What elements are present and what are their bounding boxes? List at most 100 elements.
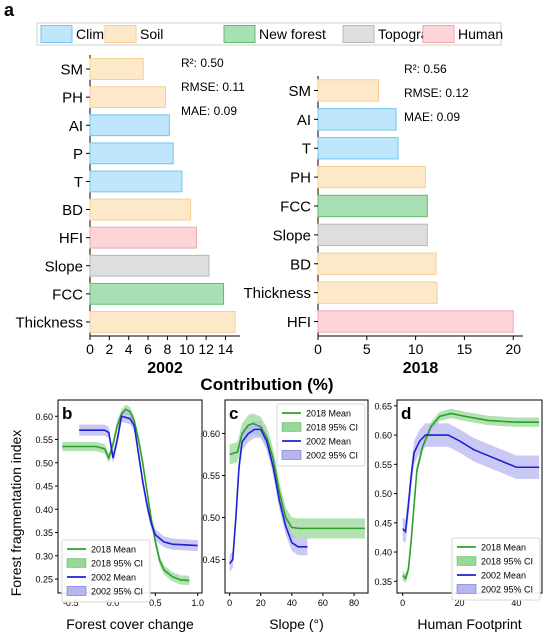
x-tick-label-0: 0 <box>314 341 322 357</box>
y-tick-label-t: T <box>302 141 311 158</box>
series-line-2018-mean <box>62 408 190 582</box>
y-tick-label-0-3: 0.30 <box>35 551 53 561</box>
x-tick-label-15: 15 <box>457 341 473 357</box>
x-axis-label: Human Footprint <box>417 616 521 632</box>
series-line-2002-mean <box>229 428 308 565</box>
legend-label-2018-mean: 2018 Mean <box>306 409 351 419</box>
legend-label-2018-95-ci: 2018 95% CI <box>91 559 143 569</box>
y-tick-label-0-4: 0.40 <box>35 505 53 515</box>
bar-slope <box>89 254 210 277</box>
y-tick-label-slope: Slope <box>273 227 311 244</box>
y-tick-label-ai: AI <box>69 118 83 135</box>
y-tick-label-thickness: Thickness <box>15 314 83 331</box>
series-line-2018-mean <box>229 422 365 530</box>
legend-swatch-2002-95-ci <box>281 450 302 460</box>
metric-0: R²: 0.56 <box>404 62 447 76</box>
legend-label-2018-95-ci: 2018 95% CI <box>306 423 358 433</box>
y-tick-label-0-6: 0.60 <box>35 412 53 422</box>
forest-fragmentation-axis-label: Forest fragmentation index <box>8 430 24 597</box>
x-tick-label-20: 20 <box>505 341 521 357</box>
bar-hfi <box>89 226 197 249</box>
y-tick-label-0-5: 0.50 <box>202 513 220 523</box>
x-tick-label-10: 10 <box>408 341 424 357</box>
legend-label-2002-95-ci: 2002 95% CI <box>91 587 143 597</box>
bar-thickness <box>317 281 438 304</box>
bar-bd <box>89 198 192 221</box>
y-tick-label-p: P <box>73 146 83 163</box>
y-tick-label-0-5: 0.50 <box>35 458 53 468</box>
x-tick-label-20: 20 <box>455 598 465 608</box>
x-tick-label-2: 2 <box>105 341 113 357</box>
bar-fcc <box>317 194 428 218</box>
legend-swatch-2002-95-ci <box>456 584 477 594</box>
y-tick-label-0-55: 0.55 <box>202 471 220 481</box>
bar-ph <box>89 86 166 109</box>
bar-bd <box>317 252 437 275</box>
series-legend: 2018 Mean 2018 95% CI 2002 Mean 2002 95% CI <box>451 537 541 601</box>
x-tick-label-12: 12 <box>198 341 214 357</box>
legend-swatch-climate <box>40 25 73 43</box>
y-tick-label-bd: BD <box>290 256 311 273</box>
bar-ai <box>317 108 397 131</box>
y-tick-label-fcc: FCC <box>280 199 311 216</box>
panel-a-label: a <box>4 0 15 20</box>
x-tick-label-8: 8 <box>164 341 172 357</box>
legend-label-human: Human <box>458 26 503 42</box>
y-tick-label-0-35: 0.35 <box>374 577 392 587</box>
legend-label-2018-95-ci: 2018 95% CI <box>481 557 533 567</box>
series-line-2002-mean <box>402 434 540 534</box>
x-tick-label-6: 6 <box>144 341 152 357</box>
y-tick-label-0-35: 0.35 <box>35 528 53 538</box>
series-line-2018-mean <box>402 412 540 580</box>
x-tick-label-1: 1.0 <box>192 598 205 608</box>
y-tick-label-ph: PH <box>290 170 311 187</box>
bar-sm <box>89 58 144 80</box>
ci-band-2018-mean <box>402 408 540 584</box>
y-tick-label-0-45: 0.45 <box>202 555 220 565</box>
legend-label-2002-95-ci: 2002 95% CI <box>481 585 533 595</box>
metric-0: R²: 0.50 <box>181 56 224 70</box>
x-tick-label-20: 20 <box>256 598 266 608</box>
x-tick-label-4: 4 <box>125 341 133 357</box>
bar-hfi <box>317 310 514 333</box>
bar-ai <box>89 114 170 137</box>
bar-sm <box>317 79 380 102</box>
y-tick-label-0-65: 0.65 <box>374 401 392 411</box>
y-tick-label-slope: Slope <box>45 258 83 275</box>
x-tick-label-0: 0 <box>400 598 405 608</box>
x-tick-label-60: 60 <box>318 598 328 608</box>
ci-band-2018-mean <box>229 413 365 539</box>
legend-label-2018-mean: 2018 Mean <box>91 545 136 555</box>
legend-swatch-topography <box>342 25 375 43</box>
line-chart-forest-cover: -0.5 0.0 0.5 1.0 0.25 0.30 0.35 0.40 0.45 0.50 0.5… <box>35 399 205 632</box>
y-tick-label-t: T <box>74 174 83 191</box>
bar-thickness <box>89 311 236 333</box>
y-tick-label-0-5: 0.50 <box>374 489 392 499</box>
legend-swatch-2018-95-ci <box>281 422 302 432</box>
metric-1: RMSE: 0.11 <box>181 80 245 94</box>
y-tick-label-0-45: 0.45 <box>374 518 392 528</box>
y-tick-label-hfi: HFI <box>59 230 83 247</box>
bar-p <box>89 142 174 165</box>
bar-t <box>317 137 399 160</box>
y-tick-label-sm: SM <box>289 83 312 100</box>
line-chart-slope: 0 20 40 60 80 0.45 0.50 0.55 0.60 c Slope (°) 2018 … <box>202 399 369 632</box>
x-tick-label-0-5: 0.5 <box>149 598 162 608</box>
legend-label-2018-mean: 2018 Mean <box>481 543 526 553</box>
panel-label-c: c <box>229 404 238 423</box>
y-tick-label-0-55: 0.55 <box>35 435 53 445</box>
panel-label-d: d <box>401 404 411 423</box>
x-tick-label-40: 40 <box>511 598 521 608</box>
bar-slope <box>317 223 428 247</box>
metric-2: MAE: 0.09 <box>181 104 237 118</box>
y-tick-label-0-25: 0.25 <box>35 575 53 585</box>
legend-swatch-2018-95-ci <box>66 558 87 568</box>
y-tick-label-ph: PH <box>62 90 83 107</box>
x-tick-label-14: 14 <box>218 341 234 357</box>
legend-label-2002-mean: 2002 Mean <box>91 573 136 583</box>
line-chart-human-footprint: 0 20 40 0.35 0.40 0.45 0.50 0.55 0.60 0.65 d Human … <box>374 399 543 632</box>
y-tick-label-thickness: Thickness <box>243 285 311 302</box>
x-tick-label-10: 10 <box>179 341 195 357</box>
metric-1: RMSE: 0.12 <box>404 86 469 100</box>
